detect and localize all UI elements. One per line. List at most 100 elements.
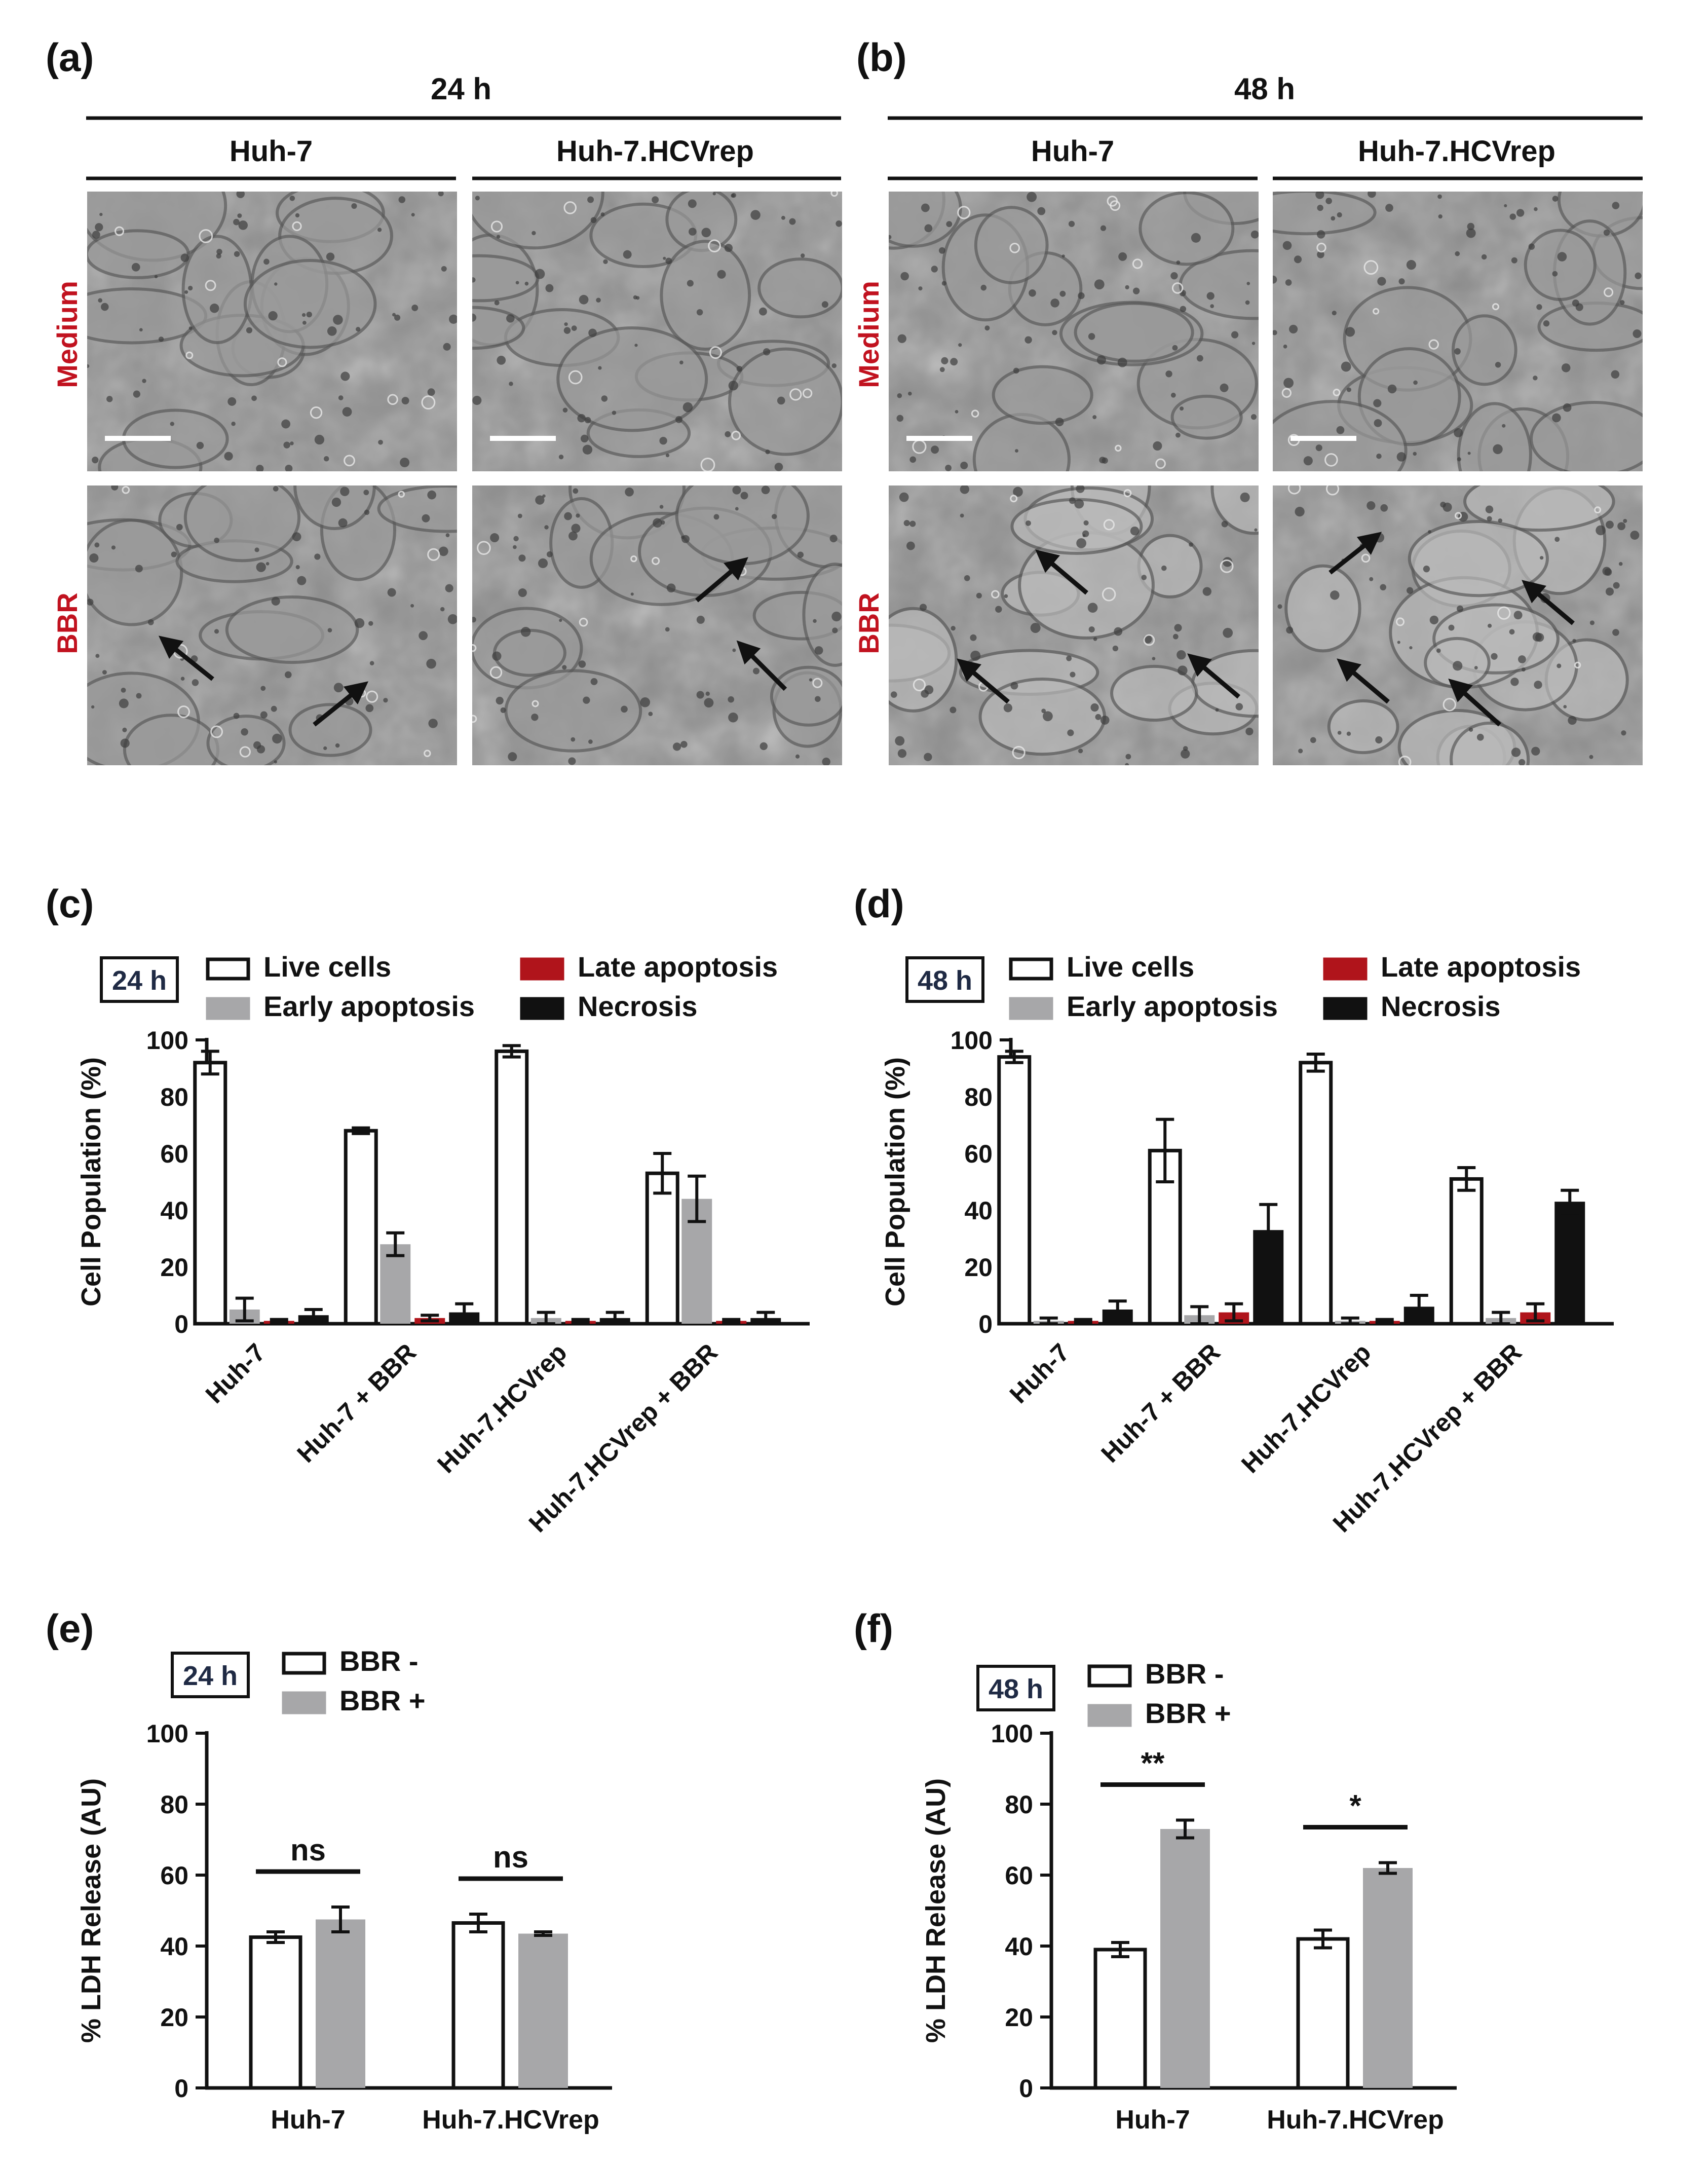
legend-swatch	[282, 1691, 326, 1714]
micrograph-hcvrep-medium-48h	[1273, 192, 1643, 471]
y-tick-label: 60	[160, 1861, 188, 1890]
legend-label: BBR +	[339, 1685, 426, 1716]
y-tick-label: 100	[951, 1026, 993, 1055]
bar	[495, 1049, 529, 1326]
y-tick-label: 0	[174, 1310, 188, 1338]
x-tick-label: Huh-7	[1115, 2105, 1190, 2135]
chart-e: (e) 24 h BBR - BBR + 0 20 40 60 80 100 % LDH Relea…	[46, 1606, 612, 2135]
bar	[1299, 1061, 1333, 1326]
cell-arrow	[1522, 580, 1575, 625]
panel-label: (c)	[46, 881, 94, 926]
cell-arrow	[158, 636, 214, 681]
micrograph-grid	[87, 192, 1643, 765]
y-tick-label: 0	[174, 2074, 188, 2103]
legend-label: Late apoptosis	[1381, 951, 1581, 983]
legend-swatch	[1009, 997, 1053, 1020]
bar	[1160, 1829, 1210, 2088]
panel-label: (d)	[854, 881, 904, 926]
cell-arrow	[736, 640, 787, 691]
cell-arrow	[1337, 658, 1390, 704]
scale-bar	[906, 436, 972, 441]
legend-label: Necrosis	[578, 990, 698, 1022]
panel-label-a: (a)	[46, 35, 94, 80]
y-tick-label: 0	[1019, 2074, 1033, 2103]
y-tick-label: 80	[160, 1790, 188, 1819]
x-tick-label: Huh-7 + BBR	[1095, 1338, 1226, 1468]
micrograph-huh7-bbr-48h	[889, 485, 1259, 765]
legend-swatch	[520, 957, 564, 981]
chart-c: (c) 24 h Live cells Early apoptosis Late apo…	[46, 881, 810, 1538]
y-tick-label: 0	[978, 1310, 993, 1338]
micrograph-huh7-medium-48h	[889, 192, 1259, 471]
legend-label: Live cells	[1067, 951, 1194, 983]
chart-f: (f) 48 h BBR - BBR + 0 20 40 60 80 100 % LDH Relea…	[854, 1606, 1457, 2135]
y-axis-label: Cell Population (%)	[880, 1057, 910, 1306]
legend-swatch	[1323, 997, 1368, 1020]
x-tick-label: Huh-7.HCVrep	[1267, 2105, 1444, 2135]
panel-label: (f)	[854, 1606, 893, 1651]
time-badge-label: 48 h	[918, 965, 972, 996]
y-tick-label: 20	[964, 1253, 993, 1282]
x-tick-label: Huh-7.HCVrep	[432, 1338, 572, 1478]
legend-swatch	[282, 1652, 326, 1675]
time-badge-label: 24 h	[183, 1661, 238, 1691]
bar	[249, 1935, 302, 2090]
legend-swatch	[1087, 1664, 1132, 1688]
legend-label: BBR -	[339, 1645, 419, 1677]
time-badge	[171, 1652, 250, 1698]
chart-d: (d) 48 h Live cells Early apoptosis Late apo…	[854, 881, 1614, 1538]
y-tick-label: 100	[146, 1720, 188, 1748]
y-tick-label: 20	[1005, 2003, 1033, 2032]
significance-label: ns	[290, 1833, 326, 1867]
time-badge-label: 48 h	[989, 1674, 1043, 1704]
col-header-huh7-48h: Huh-7	[1031, 135, 1114, 168]
col-header-hcvrep-48h: Huh-7.HCVrep	[1358, 135, 1555, 168]
y-tick-label: 80	[160, 1083, 188, 1111]
scale-bar	[490, 436, 556, 441]
legend: Live cells Early apoptosis Late apoptosis N…	[206, 951, 778, 1022]
micrograph-hcvrep-medium-24h	[472, 192, 842, 471]
legend-label: Necrosis	[1381, 990, 1501, 1022]
legend-swatch	[206, 957, 250, 981]
x-tick-label: Huh-7 + BBR	[291, 1338, 422, 1468]
x-tick-label: Huh-7	[271, 2105, 345, 2135]
y-tick-label: 40	[160, 1197, 188, 1225]
legend-label: Early apoptosis	[263, 990, 475, 1022]
col-header-hcvrep-24h: Huh-7.HCVrep	[556, 135, 754, 168]
significance-label: **	[1141, 1746, 1165, 1780]
legend-swatch	[206, 997, 250, 1020]
cell-arrow	[957, 658, 1010, 704]
bar	[316, 1919, 365, 2088]
legend: Live cells Early apoptosis Late apoptosis N…	[1009, 951, 1581, 1022]
bar	[1296, 1937, 1350, 2090]
bar	[1449, 1177, 1484, 1326]
x-tick-label: Huh-7	[1004, 1338, 1075, 1409]
time-badge	[976, 1665, 1055, 1711]
x-tick-label: Huh-7.HCVrep	[422, 2105, 599, 2135]
y-tick-label: 20	[160, 2003, 188, 2032]
legend-label: BBR -	[1145, 1658, 1224, 1690]
panel-label: (e)	[46, 1606, 94, 1651]
panel-label-b: (b)	[856, 35, 907, 80]
x-tick-label: Huh-7	[200, 1338, 271, 1409]
scale-bar	[105, 436, 171, 441]
y-tick-label: 100	[991, 1720, 1033, 1748]
legend-swatch	[1009, 957, 1053, 981]
y-axis-label: % LDH Release (AU)	[76, 1778, 106, 2043]
cell-arrow	[1035, 549, 1088, 595]
y-tick-label: 80	[964, 1083, 993, 1111]
bar	[518, 1933, 568, 2088]
row-label-medium-48h: Medium	[853, 281, 885, 388]
bar	[380, 1244, 411, 1324]
legend-swatch	[520, 997, 564, 1020]
row-label-bbr-48h: BBR	[853, 592, 885, 654]
bar	[1093, 1948, 1147, 2090]
bar	[1363, 1868, 1413, 2088]
row-label-medium-24h: Medium	[51, 281, 83, 388]
y-tick-label: 40	[964, 1197, 993, 1225]
cell-arrow	[695, 557, 748, 603]
cell-arrow	[1448, 678, 1502, 727]
charts-layer: (c) 24 h Live cells Early apoptosis Late apo…	[46, 881, 1614, 2135]
